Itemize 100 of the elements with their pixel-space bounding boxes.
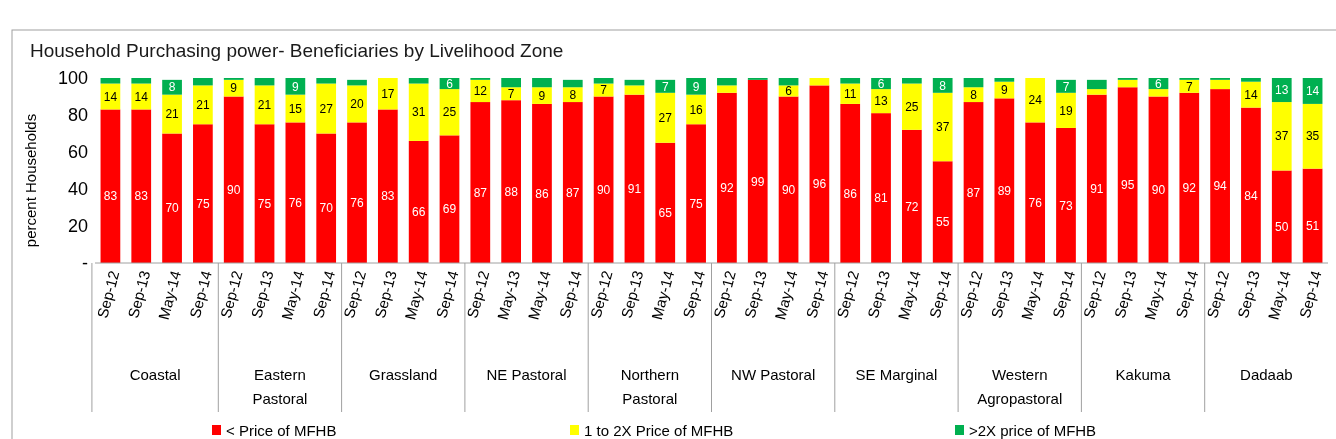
bar: [501, 87, 521, 101]
bar: [871, 113, 891, 263]
x-tick-label: Sep-14: [555, 268, 585, 320]
bar: [347, 79, 367, 86]
data-label: 27: [319, 101, 334, 116]
bar: [1025, 122, 1046, 263]
bar: [1148, 96, 1169, 263]
data-label: 27: [658, 110, 673, 125]
data-label: 81: [874, 191, 889, 206]
bar: [377, 109, 398, 263]
data-label: 83: [381, 189, 395, 204]
data-label: 86: [843, 186, 858, 201]
x-tick-label: Sep-12: [340, 268, 369, 320]
bar: [408, 78, 429, 84]
data-label: 94: [1213, 179, 1228, 194]
data-label: 65: [658, 206, 673, 221]
data-label: 6: [785, 84, 793, 99]
y-tick-label: 80: [67, 105, 88, 126]
text: Western Agropastoral: [977, 366, 1063, 407]
data-label: 31: [411, 105, 426, 120]
bar: [254, 78, 275, 86]
bar: [840, 103, 861, 263]
text: Northern Pastoral: [620, 366, 680, 407]
bar: [100, 78, 121, 84]
bar: [316, 83, 337, 134]
data-label: 7: [600, 83, 608, 98]
bar: [316, 78, 337, 84]
bar: [932, 92, 953, 162]
bar: [1056, 92, 1076, 128]
bar: [593, 96, 614, 263]
bar: [624, 85, 645, 95]
bar: [1056, 127, 1076, 263]
bar: [717, 85, 737, 93]
text: Grassland: [369, 366, 438, 383]
bar: [1086, 89, 1107, 95]
bar: [932, 161, 953, 263]
bar: [470, 102, 491, 263]
bar: [902, 129, 922, 263]
data-label: 14: [1244, 87, 1258, 102]
data-label: 9: [692, 79, 700, 94]
data-label: 75: [689, 196, 704, 211]
data-label: 75: [196, 196, 210, 211]
x-tick-label: May-14: [771, 268, 801, 322]
data-label: 83: [103, 189, 118, 204]
x-tick-label: May-14: [154, 268, 185, 322]
data-label: 87: [966, 185, 981, 200]
data-label: 16: [689, 102, 704, 117]
x-tick-label: Sep-12: [463, 268, 493, 320]
data-label: 70: [319, 201, 334, 216]
bar: [501, 100, 521, 263]
data-label: 21: [196, 98, 210, 113]
bar: [809, 85, 830, 263]
bar: [1179, 79, 1200, 93]
bar: [316, 133, 337, 263]
text: Eastern Pastoral: [252, 366, 308, 407]
data-label: 73: [1059, 198, 1073, 213]
legend-label: < Price of MFHB: [226, 422, 337, 439]
data-label: 21: [257, 98, 272, 113]
bar: [1086, 94, 1107, 263]
data-label: 90: [227, 182, 241, 197]
x-tick-label: Sep-14: [1049, 268, 1078, 320]
bar: [686, 124, 706, 263]
x-tick-label: Sep-13: [124, 268, 154, 320]
data-label: 21: [165, 107, 180, 122]
bar: [408, 140, 429, 263]
x-tick-label: May-14: [277, 268, 308, 322]
bar: [1302, 168, 1323, 263]
legend-label: 1 to 2X Price of MFHB: [584, 422, 734, 439]
bar: [532, 78, 552, 88]
x-tick-label: May-13: [493, 268, 524, 322]
data-label: 7: [507, 86, 515, 101]
bar: [1117, 87, 1138, 263]
bar: [778, 96, 799, 263]
x-tick-label: Sep-12: [956, 268, 986, 320]
x-tick-label: Sep-12: [1079, 268, 1109, 320]
text: NW Pastoral: [731, 366, 816, 383]
data-label: 6: [446, 76, 454, 91]
x-tick-label: Sep-13: [1110, 268, 1140, 320]
x-tick-label: Sep-14: [309, 268, 339, 320]
data-label: 7: [1062, 79, 1070, 94]
bar: [285, 122, 306, 263]
bar: [902, 78, 922, 84]
data-label: 69: [442, 202, 457, 217]
data-label: 14: [134, 89, 149, 104]
data-label: 25: [905, 99, 919, 114]
bar: [254, 124, 275, 263]
data-label: 14: [1305, 84, 1320, 99]
bar: [1117, 79, 1138, 88]
bar: [100, 109, 121, 263]
data-label: 90: [1151, 182, 1166, 197]
x-tick-label: May-14: [1017, 268, 1048, 322]
x-tick-label: May-14: [1141, 268, 1171, 322]
bar: [532, 103, 552, 263]
bar: [902, 83, 922, 130]
bar: [593, 78, 614, 84]
bar: [562, 102, 583, 263]
bar: [377, 78, 398, 110]
bar: [1056, 79, 1076, 93]
bar: [717, 92, 737, 263]
bar: [747, 79, 768, 263]
